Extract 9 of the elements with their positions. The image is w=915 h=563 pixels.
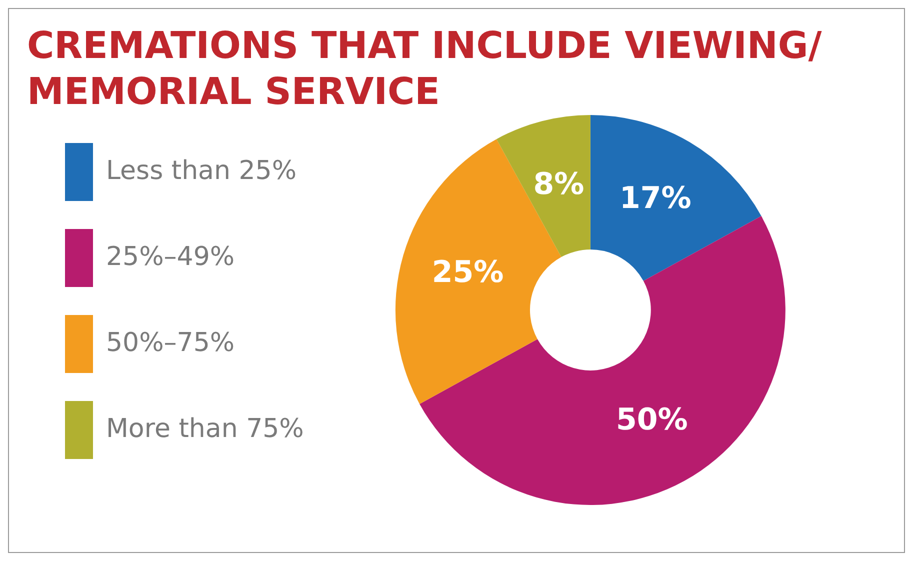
data-label: 8% [533, 167, 584, 202]
legend-label: More than 75% [106, 414, 304, 444]
legend-label: 25%–49% [106, 242, 235, 272]
legend-label: 50%–75% [106, 328, 235, 358]
legend-label: Less than 25% [106, 156, 297, 186]
data-label: 50% [616, 402, 688, 438]
chart-title: CREMATIONS THAT INCLUDE VIEWING/ MEMORIAL SERVICE [26, 23, 823, 115]
data-label: 25% [432, 255, 504, 290]
data-label: 17% [620, 180, 692, 216]
